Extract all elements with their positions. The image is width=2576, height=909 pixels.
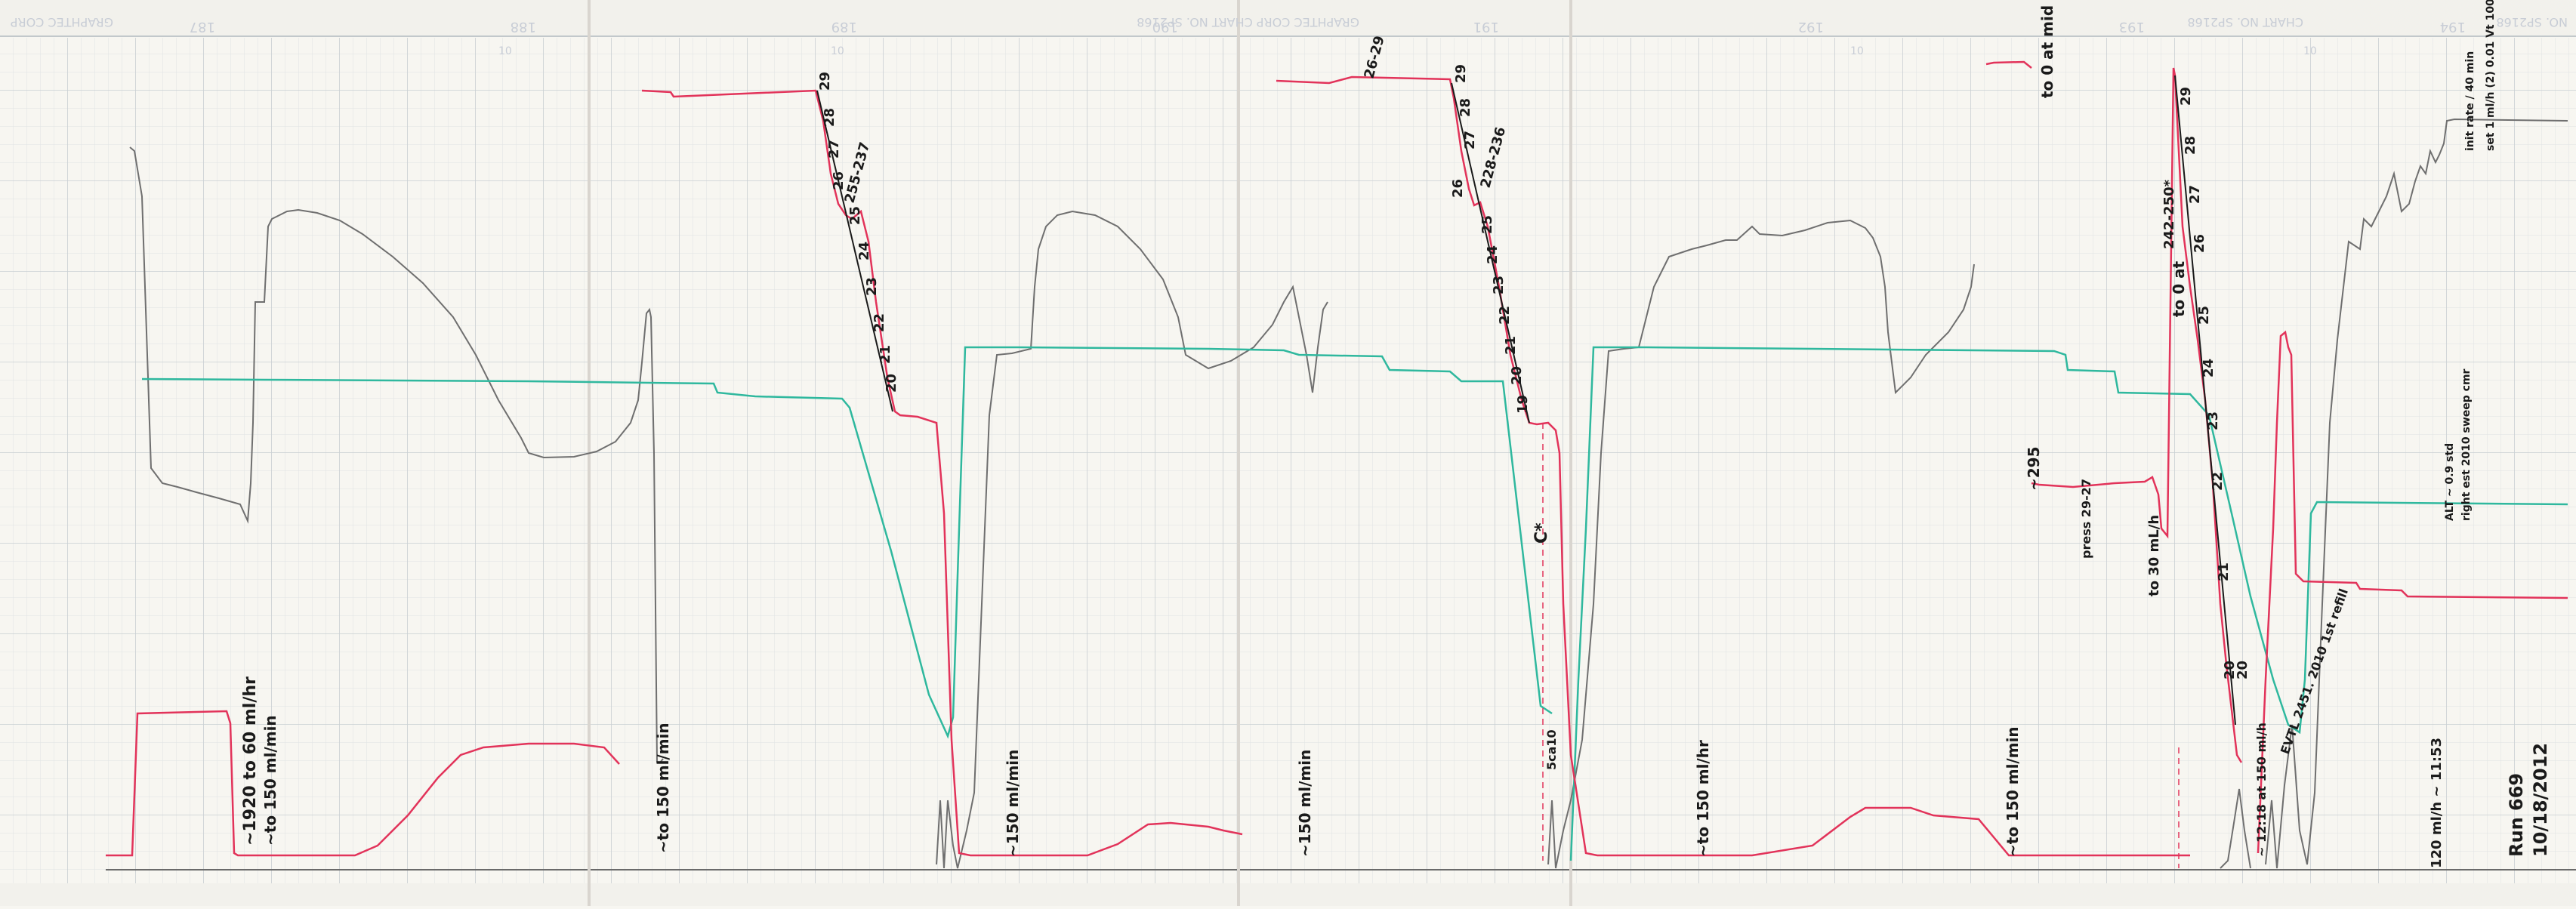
imprint-text: NO. SP2168 (2496, 15, 2568, 29)
annotation-restart: to 0 at mid (3/11 5 to 5) (2038, 0, 2056, 98)
annotation-rate: ~150 ml/min (1296, 750, 1314, 857)
annotation-time: ~ 12:18 at 150 ml/h (2254, 723, 2269, 857)
imprint-text: GRAPHTEC CORP (10, 15, 113, 29)
scale-tick-label: 24 (2201, 359, 2217, 377)
annotation-note: right est 2010 sweep cmr (2460, 368, 2473, 521)
gray-trace (1547, 219, 1975, 869)
annotation-final-rate: 120 ml/h ~ 11:53 (2429, 738, 2445, 868)
bottom-margin-strip (0, 883, 2576, 906)
scale-ladder-c (2174, 75, 2236, 726)
scale-tick-label: 26 (2192, 234, 2207, 253)
gray-trace (129, 146, 664, 763)
scale-tick-label: 27 (826, 140, 842, 159)
scale-tick-label: 27 (2187, 185, 2203, 204)
red-trace (1276, 75, 2190, 857)
scale-tick-label: 29 (1453, 64, 1469, 83)
scale-tick-label: 20 (1509, 366, 1525, 385)
scale-ladder-c-labels: 29 28 27 26 25 24 23 22 21 20 (2178, 87, 2238, 679)
annotation-to: to 0 at (2170, 260, 2188, 317)
annotation-range: 242-250* (2161, 179, 2177, 249)
chart-number: 190 (1152, 19, 1178, 35)
scale-mark: 10 (831, 45, 844, 57)
teal-trace (141, 346, 1553, 739)
scale-tick-label: 21 (1503, 336, 1519, 355)
scale-tick-label: 25 (847, 206, 863, 225)
annotation-rate: ~to 150 ml/min (654, 723, 672, 853)
scale-tick-label: 26 (1450, 179, 1466, 198)
scale-tick-label: 20 (884, 374, 899, 393)
scale-tick-label: 28 (822, 108, 838, 127)
run-label: Run 669 (2506, 773, 2527, 857)
scale-tick-label: 28 (1458, 98, 1473, 117)
event-markers (1542, 423, 2180, 868)
red-trace (2257, 330, 2568, 854)
annotation-note: ALT ~ 0.9 std (2444, 443, 2456, 521)
scale-tick-label: 29 (2178, 87, 2194, 106)
annotation-note: init rate / 40 min (2464, 51, 2476, 151)
annotation-rate: ~to 150 ml/hr (1694, 740, 1712, 857)
scale-tick-label: 21 (878, 345, 893, 364)
scale-tick-label: 22 (2210, 472, 2226, 491)
gray-trace (2220, 788, 2251, 869)
scale-tick-label: 25 (1479, 215, 1495, 234)
chart-number: 189 (831, 19, 857, 35)
scale-tick-label: 23 (1491, 276, 1507, 294)
gray-trace (2265, 118, 2568, 869)
scale-ladder-b (1451, 82, 1530, 424)
run-date: 10/18/2012 (2530, 743, 2551, 857)
imprint-row: GRAPHTEC CORP GRAPHTEC CORP CHART NO. SP… (10, 15, 2568, 29)
annotation-rate: ~to 150 ml/min (2004, 726, 2022, 857)
major-grid (0, 38, 2576, 883)
annotation-rate: ~1920 to 60 ml/hr (241, 676, 260, 846)
chart-number: 193 (2119, 19, 2145, 35)
scale-tick-label: 26 (831, 171, 847, 190)
scale-ladder-a (816, 90, 893, 412)
annotation-marker: 5ca10 (1544, 729, 1559, 770)
annotation-note: set 1 ml/h (2) 0.01 Vt 1000 ml/sec (2485, 0, 2497, 151)
scale-mark: 10 (1850, 45, 1864, 57)
scale-ladder-b-labels: 29 28 27 26 25 24 23 22 21 20 19 (1450, 64, 1531, 414)
annotation-volume: 20 (2235, 661, 2251, 679)
chart-number: 188 (511, 19, 536, 35)
scale-mark: 10 (2303, 45, 2317, 57)
scale-tick-label: 23 (2205, 411, 2221, 430)
scale-tick-label: 28 (2183, 136, 2198, 155)
scale-mark-row: 10 10 10 10 (498, 45, 2317, 57)
chart-number: 187 (190, 19, 215, 35)
annotation-rate: ~150 ml/min (1004, 750, 1022, 857)
red-trace (641, 89, 1243, 857)
scale-tick-label: 21 (2216, 562, 2232, 581)
chart-number: 194 (2440, 19, 2466, 35)
scale-tick-label: 22 (872, 313, 887, 332)
scale-tick-label: 29 (817, 72, 833, 91)
annotation-pen-mark: C* (1532, 522, 1551, 544)
scale-tick-label: 23 (864, 277, 880, 296)
annotation-psi: press 29-27 (2079, 479, 2093, 559)
scale-tick-label: 20 (2222, 661, 2238, 679)
scale-tick-label: 24 (856, 242, 872, 260)
scale-tick-label: 25 (2196, 306, 2212, 325)
red-trace (2031, 67, 2243, 763)
annotation-value: ~295 (2025, 446, 2043, 491)
scale-tick-label: 27 (1462, 131, 1478, 149)
chart-number: 192 (1798, 19, 1824, 35)
scale-ladder-a-labels: 29 28 27 26 25 24 23 22 21 20 (817, 72, 899, 393)
top-margin-strip (0, 0, 2576, 36)
red-trace (106, 710, 620, 857)
chart-number-row: 187 188 189 190 191 192 193 194 (190, 19, 2466, 35)
scale-mark: 10 (498, 45, 512, 57)
teal-trace (1569, 346, 2568, 861)
red-trace (1985, 60, 2032, 69)
scale-tick-label: 22 (1497, 306, 1513, 325)
annotation-rate: ~to 150 ml/min (261, 715, 279, 846)
scale-tick-label: 24 (1485, 245, 1501, 264)
imprint-text: CHART NO. SP2168 (2187, 15, 2303, 29)
chart-number: 191 (1473, 19, 1499, 35)
imprint-text: GRAPHTEC CORP CHART NO. SP2168 (1137, 15, 1359, 29)
annotation-to: to 30 mL/h (2146, 515, 2162, 596)
gray-trace (936, 210, 1328, 869)
scale-tick-label: 19 (1515, 395, 1531, 414)
